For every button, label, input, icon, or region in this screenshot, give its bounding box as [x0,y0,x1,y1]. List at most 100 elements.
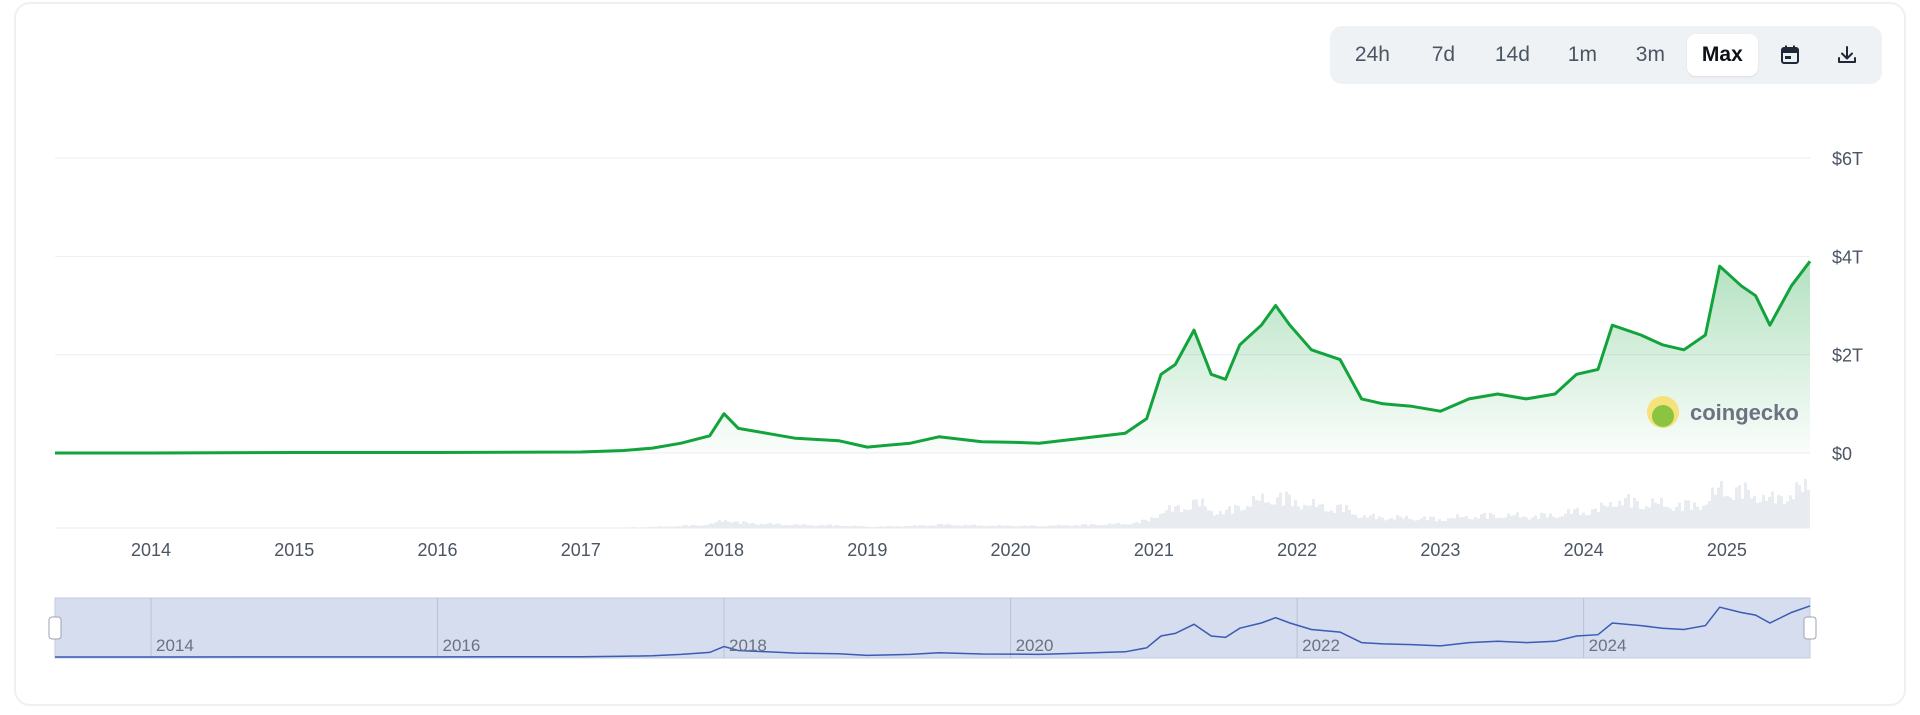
volume-bar [703,525,706,528]
volume-bar [1099,525,1102,528]
volume-bar [1510,515,1513,528]
volume-bar [1006,525,1009,528]
volume-bar [985,526,988,528]
range-24h-button[interactable]: 24h [1354,43,1390,66]
volume-bar [1030,525,1033,528]
navigator-background [54,597,1811,659]
navigator-tick-label: 2022 [1302,636,1340,655]
volume-bar [1345,504,1348,528]
volume-bar [1249,506,1252,528]
volume-bar [1195,499,1198,528]
download-button[interactable] [1819,34,1876,76]
volume-bar [1396,514,1399,528]
volume-bar [1774,503,1777,528]
volume-bar [1627,494,1630,528]
navigator-tick-label: 2020 [1016,636,1054,655]
volume-bar [1216,514,1219,528]
calendar-button[interactable] [1762,34,1819,76]
volume-bar [1045,526,1048,528]
volume-bar [1504,517,1507,528]
volume-bar [1513,515,1516,528]
volume-bar [1042,526,1045,528]
volume-bar [1663,506,1666,528]
volume-bar [1324,511,1327,528]
volume-bar [1168,504,1171,528]
x-tick-label: 2018 [704,540,744,560]
volume-bar [1750,498,1753,528]
grid-lines [55,157,1810,529]
download-icon [1838,46,1857,63]
volume-bar [1591,509,1594,528]
range-7d-button[interactable]: 7d [1431,43,1456,66]
volume-bar [1492,514,1495,528]
volume-bar [1300,509,1303,528]
volume-bar [1606,506,1609,528]
navigator-tick-label: 2024 [1589,636,1627,655]
volume-bar [691,524,694,528]
volume-bar [1270,504,1273,528]
volume-bar [760,523,763,528]
volume-bar [1336,504,1339,528]
navigator-right-handle[interactable] [1803,616,1817,640]
range-3m-button[interactable]: 3m [1635,43,1665,66]
volume-bar [1735,487,1738,528]
navigator-left-handle[interactable] [48,616,62,640]
volume-bar [1432,516,1435,528]
range-max-button[interactable]: Max [1686,34,1758,76]
volume-bar [1261,493,1264,528]
volume-bar [1723,496,1726,528]
volume-bar [1201,498,1204,528]
x-tick-label: 2015 [274,540,314,560]
volume-bar [1255,500,1258,528]
volume-bar [730,522,733,528]
volume-bar [1468,518,1471,528]
volume-bar [784,525,787,528]
navigator-tick-label: 2016 [443,636,481,655]
volume-bar [1495,518,1498,528]
volume-bar [1435,521,1438,528]
volume-bar [1585,515,1588,528]
volume-bar [1570,513,1573,528]
volume-bar [1474,517,1477,528]
volume-bar [967,525,970,528]
volume-bar [1462,517,1465,528]
volume-bar [1615,506,1618,528]
volume-bar [1015,526,1018,528]
range-1m-button[interactable]: 1m [1567,43,1597,66]
volume-bar [1579,514,1582,528]
volume-bar [1675,506,1678,528]
volume-bar [994,526,997,528]
volume-bar [1780,496,1783,528]
volume-bar [1624,497,1627,528]
watermark: coingecko [1647,396,1799,428]
volume-bar [1498,517,1501,528]
volume-bar [829,524,832,528]
volume-bar [1804,478,1807,528]
x-tick-label: 2016 [417,540,457,560]
volume-bar [844,526,847,528]
volume-bar [856,526,859,528]
y-tick-label: $2T [1832,346,1863,366]
volume-bar [1072,525,1075,528]
volume-bar [1399,516,1402,528]
volume-bar [682,525,685,528]
volume-bar [1135,521,1138,528]
volume-bar [973,524,976,528]
volume-bar [1507,513,1510,528]
volume-bar [1126,524,1129,528]
volume-bar [1111,524,1114,528]
volume-bar [1387,519,1390,528]
volume-bar [1483,512,1486,528]
volume-bar [727,521,730,528]
range-14d-button[interactable]: 14d [1494,43,1530,66]
volume-bar [853,525,856,528]
volume-bar [1237,506,1240,528]
volume-bar [1288,494,1291,528]
volume-bar [1267,502,1270,528]
x-tick-label: 2022 [1277,540,1317,560]
volume-bar [1243,509,1246,528]
volume-bar [1528,519,1531,528]
volume-bar [1330,510,1333,528]
volume-bar [1312,498,1315,528]
